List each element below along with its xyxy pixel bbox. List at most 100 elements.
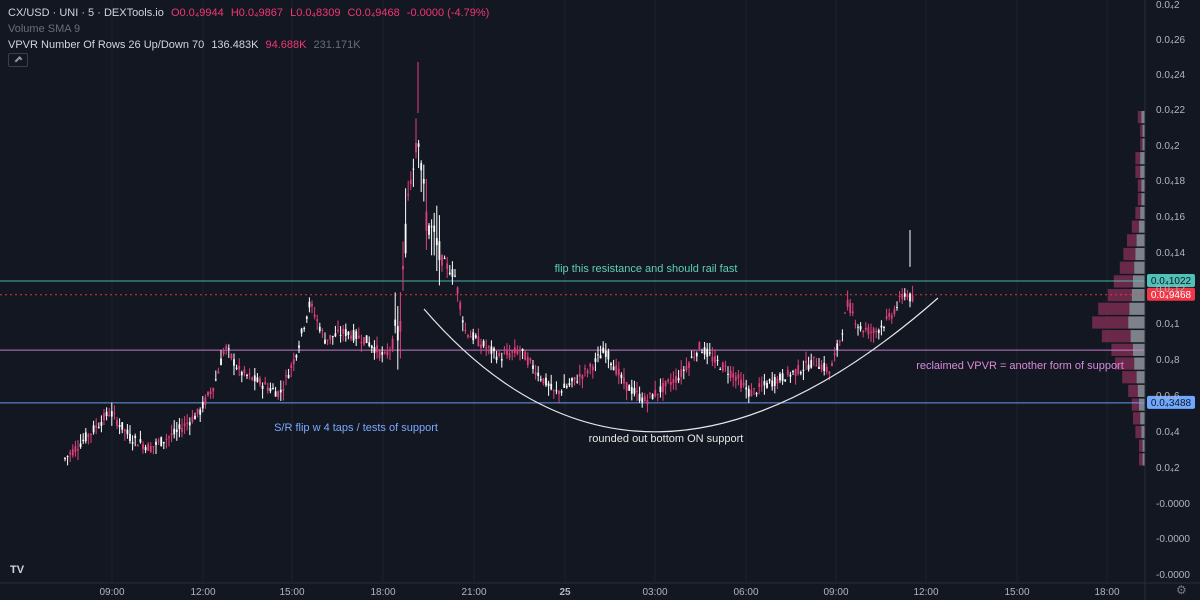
candle-body (123, 429, 126, 432)
candle-body (373, 347, 376, 353)
candle-body (344, 329, 347, 336)
candle-body (864, 328, 867, 330)
candle-body (526, 356, 529, 366)
candle-body (352, 329, 355, 341)
candle-body (209, 391, 212, 394)
x-tick-label: 15:00 (279, 587, 304, 598)
candle-body (597, 354, 599, 356)
y-tick-label: -0.0000 (1156, 534, 1190, 545)
candle-body (368, 342, 371, 347)
candle-body (428, 225, 430, 235)
candle-body (110, 411, 113, 417)
vpvr-down-bar (1131, 398, 1139, 411)
candle-body (701, 351, 703, 353)
candle-body (69, 452, 72, 455)
candle-body (183, 423, 186, 427)
candle-body (493, 348, 495, 352)
candle-body (563, 383, 566, 388)
symbol-title[interactable]: CX/USD · UNI · 5 · DEXTools.io (8, 7, 164, 19)
candle-body (95, 425, 98, 428)
vpvr-up-bar (1140, 412, 1145, 425)
collapse-indicators-button[interactable] (8, 53, 28, 67)
candle-body (628, 385, 631, 391)
vpvr-up-bar (1140, 206, 1145, 220)
candle-body (560, 391, 563, 393)
vpvr-up-bar (1139, 220, 1145, 233)
vpvr-up-bar (1142, 439, 1145, 452)
candle-body (542, 378, 545, 384)
candle-body (519, 350, 521, 352)
candle-body (495, 356, 498, 361)
candle-body (552, 389, 555, 391)
candle-body (630, 387, 633, 394)
candle-body (487, 346, 490, 348)
vpvr-v1: 136.483K (211, 39, 259, 51)
candle-body (524, 351, 527, 361)
support-price-tag (1147, 395, 1195, 409)
candle-body (758, 383, 761, 387)
candle-body (425, 211, 428, 231)
annotation-resistance: flip this resistance and should rail fas… (555, 263, 738, 275)
vpvr-up-bar (1142, 453, 1145, 466)
candle-body (251, 377, 254, 380)
candle-body (875, 331, 878, 333)
vpvr-down-bar (1119, 261, 1135, 274)
x-tick-label: 06:00 (733, 587, 758, 598)
candle-body (441, 255, 443, 266)
low-value: L0.0₄8309 (290, 7, 341, 19)
x-tick-label: 15:00 (1004, 587, 1029, 598)
current-price-tag (1147, 287, 1195, 301)
candle-body (750, 390, 753, 397)
volume-indicator[interactable]: Volume SMA 9 (8, 23, 81, 35)
candle-body (550, 383, 553, 390)
candle-body (155, 441, 157, 445)
candle-body (469, 336, 472, 338)
candle-body (435, 238, 438, 246)
vpvr-indicator[interactable]: VPVR Number Of Rows 26 Up/Down 70 136.48… (8, 39, 365, 51)
gear-icon[interactable]: ⚙ (1176, 583, 1187, 597)
candle-body (664, 380, 667, 387)
vpvr-down-bar (1137, 111, 1142, 124)
x-tick-label: 12:00 (190, 587, 215, 598)
candle-body (316, 319, 319, 322)
candle-body (363, 337, 365, 345)
candle-body (308, 301, 311, 308)
candle-body (521, 348, 524, 351)
candle-body (82, 439, 85, 442)
candle-body (857, 326, 859, 328)
candle-body (534, 372, 537, 375)
candle-body (885, 316, 888, 319)
candle-body (292, 359, 295, 365)
candle-body (529, 358, 532, 361)
candle-body (196, 408, 199, 414)
candle-body (831, 363, 833, 367)
vpvr-up-bar (1141, 425, 1145, 439)
candle-body (389, 349, 391, 352)
tradingview-logo-icon[interactable]: TV (9, 564, 25, 576)
candle-body (612, 366, 615, 371)
candle-body (565, 386, 568, 388)
candle-body (448, 272, 451, 275)
candle-body (849, 303, 852, 314)
vpvr-up-bar (1141, 111, 1145, 124)
candle-body (142, 444, 144, 449)
vpvr-up-bar (1130, 330, 1145, 343)
vpvr-down-bar (1131, 220, 1139, 233)
vpvr-down-bar (1137, 193, 1142, 206)
candle-body (888, 313, 891, 317)
current-price-label: 0.0₄9468 (1151, 290, 1192, 301)
candle-body (433, 225, 436, 232)
candle-body (604, 350, 607, 357)
candle-body (672, 378, 675, 384)
candle-body (347, 331, 350, 335)
candle-body (295, 355, 298, 358)
candle-body (532, 365, 534, 369)
candle-body (144, 447, 147, 451)
candle-body (768, 379, 771, 381)
candle-body (643, 396, 646, 402)
resistance-price-tag (1147, 274, 1195, 288)
candle-body (669, 382, 672, 385)
candle-body (716, 360, 719, 362)
candle-body (256, 377, 259, 382)
